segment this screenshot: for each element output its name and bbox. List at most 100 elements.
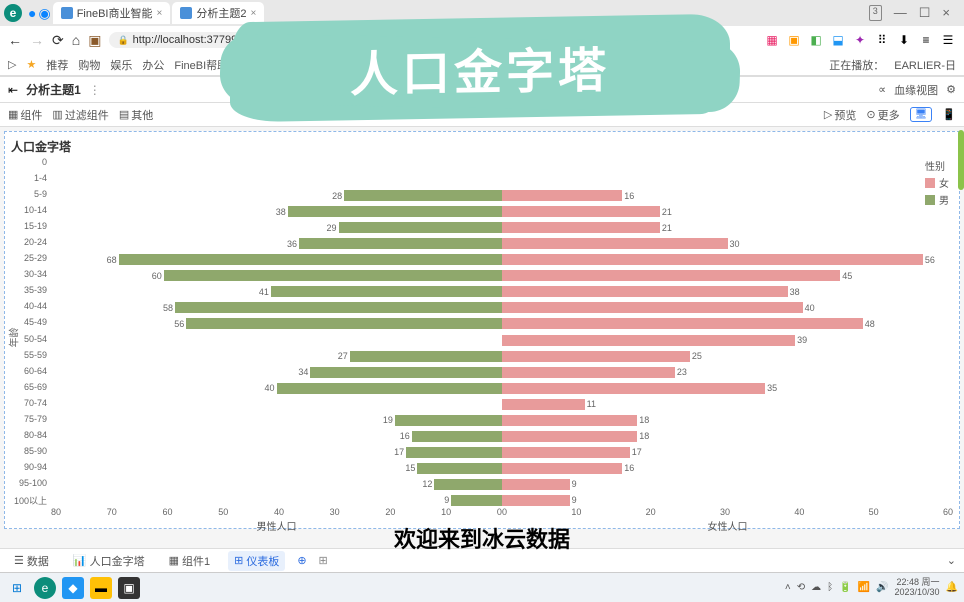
briefcase-icon[interactable]: ▣: [88, 32, 101, 49]
window-tab-icon[interactable]: 3: [869, 5, 882, 21]
female-bar[interactable]: [502, 367, 675, 378]
female-bar[interactable]: [502, 447, 630, 458]
play-icon[interactable]: ▷: [8, 58, 16, 71]
male-bar[interactable]: [350, 351, 502, 362]
male-bar[interactable]: [417, 463, 502, 474]
female-bar[interactable]: [502, 222, 660, 233]
component-button[interactable]: ▦ 组件: [8, 107, 42, 123]
male-bar[interactable]: [344, 190, 502, 201]
ext-icon[interactable]: ▦: [764, 32, 780, 48]
female-bar[interactable]: [502, 399, 585, 410]
add-tab-icon[interactable]: ⊕: [297, 554, 306, 567]
tab-data[interactable]: ☰ 数据: [8, 551, 55, 571]
apps-icon[interactable]: ⠿: [874, 32, 890, 48]
theme-menu-icon[interactable]: ⋮: [89, 83, 101, 97]
male-bar[interactable]: [119, 254, 502, 265]
battery-icon[interactable]: 🔋: [839, 582, 851, 593]
notification-icon[interactable]: 🔔: [946, 582, 958, 593]
back-icon[interactable]: ←: [8, 32, 22, 48]
sync-icon[interactable]: ⟲: [797, 582, 805, 593]
female-bar[interactable]: [502, 190, 622, 201]
volume-icon[interactable]: 🔊: [876, 582, 888, 593]
male-bar[interactable]: [277, 383, 503, 394]
bookmark-item[interactable]: 推荐: [46, 57, 68, 73]
male-bar[interactable]: [271, 286, 502, 297]
browser-tab[interactable]: 分析主题2 ×: [172, 2, 264, 24]
bookmark-item[interactable]: 办公: [142, 57, 164, 73]
tab-dashboard[interactable]: ⊞ 仪表板: [228, 551, 285, 571]
clock[interactable]: 22:48 周一 2023/10/30: [895, 578, 940, 598]
back-panel-icon[interactable]: ⇤: [8, 83, 18, 97]
lineage-button[interactable]: 血缘视图: [894, 82, 938, 98]
female-bar[interactable]: [502, 415, 637, 426]
folder-icon[interactable]: ▬: [90, 577, 112, 599]
male-bar[interactable]: [288, 206, 502, 217]
settings-icon[interactable]: ⚙: [946, 83, 956, 96]
female-bar[interactable]: [502, 383, 765, 394]
female-bar[interactable]: [502, 463, 622, 474]
male-bar[interactable]: [299, 238, 502, 249]
female-bar[interactable]: [502, 270, 840, 281]
male-bar[interactable]: [339, 222, 502, 233]
scroll-indicator[interactable]: [958, 130, 964, 190]
app-icon[interactable]: ◆: [62, 577, 84, 599]
menu-icon[interactable]: ☰: [940, 32, 956, 48]
female-bar[interactable]: [502, 318, 863, 329]
window-minimize-icon[interactable]: —: [894, 5, 907, 21]
male-bar[interactable]: [164, 270, 502, 281]
edge-app-icon[interactable]: e: [34, 577, 56, 599]
ext-icon[interactable]: ◧: [808, 32, 824, 48]
bookmark-item[interactable]: 娱乐: [110, 57, 132, 73]
female-bar[interactable]: [502, 238, 728, 249]
bookmark-item[interactable]: 购物: [78, 57, 100, 73]
desktop-view-icon[interactable]: 🖥: [910, 107, 933, 122]
home-icon[interactable]: ⌂: [72, 32, 80, 48]
tab-close-icon[interactable]: ×: [156, 8, 162, 19]
tab-pyramid[interactable]: 📊 人口金字塔: [67, 551, 151, 571]
female-bar[interactable]: [502, 254, 923, 265]
lineage-icon[interactable]: ∝: [878, 83, 886, 96]
terminal-icon[interactable]: ▣: [118, 577, 140, 599]
other-button[interactable]: ▤ 其他: [119, 107, 153, 123]
browser-tab[interactable]: FineBI商业智能 ×: [53, 2, 171, 24]
male-bar[interactable]: [310, 367, 502, 378]
tray-chevron-icon[interactable]: ˄: [785, 582, 791, 593]
ext-icon[interactable]: ✦: [852, 32, 868, 48]
male-bar[interactable]: [406, 447, 502, 458]
female-bar[interactable]: [502, 302, 803, 313]
more-button[interactable]: ⊙ 更多: [866, 107, 899, 123]
wifi-icon[interactable]: 📶: [858, 582, 870, 593]
mobile-view-icon[interactable]: 📱: [942, 108, 956, 121]
preview-button[interactable]: ▷ 预览: [824, 107, 856, 123]
female-bar[interactable]: [502, 206, 660, 217]
window-close-icon[interactable]: ×: [942, 5, 950, 21]
filter-button[interactable]: ▥ 过滤组件: [52, 107, 108, 123]
female-bar[interactable]: [502, 335, 795, 346]
female-bar[interactable]: [502, 351, 690, 362]
male-bar[interactable]: [175, 302, 502, 313]
download-icon[interactable]: ⬇: [896, 32, 912, 48]
female-bar[interactable]: [502, 286, 788, 297]
male-bar[interactable]: [434, 479, 502, 490]
refresh-icon[interactable]: ⟳: [52, 32, 64, 49]
ext-icon[interactable]: ▣: [786, 32, 802, 48]
female-bar[interactable]: [502, 495, 570, 506]
tab-component1[interactable]: ▦ 组件1: [163, 551, 217, 571]
cloud-icon[interactable]: ☁: [811, 582, 821, 593]
male-bar[interactable]: [395, 415, 502, 426]
bluetooth-icon[interactable]: ᛒ: [827, 582, 833, 593]
female-bar[interactable]: [502, 479, 570, 490]
start-icon[interactable]: ⊞: [6, 577, 28, 599]
ext-icon[interactable]: ⬓: [830, 32, 846, 48]
collapse-icon[interactable]: ⌄: [947, 554, 956, 567]
add-component-icon[interactable]: ⊞: [319, 554, 328, 567]
male-bar[interactable]: [186, 318, 502, 329]
male-bar[interactable]: [451, 495, 502, 506]
window-maximize-icon[interactable]: ☐: [919, 5, 931, 21]
forward-icon[interactable]: →: [30, 32, 44, 48]
tab-close-icon[interactable]: ×: [250, 8, 256, 19]
history-icon[interactable]: ≡: [918, 32, 934, 48]
male-bar[interactable]: [412, 431, 502, 442]
favorite-icon[interactable]: ★: [26, 58, 36, 71]
female-bar[interactable]: [502, 431, 637, 442]
